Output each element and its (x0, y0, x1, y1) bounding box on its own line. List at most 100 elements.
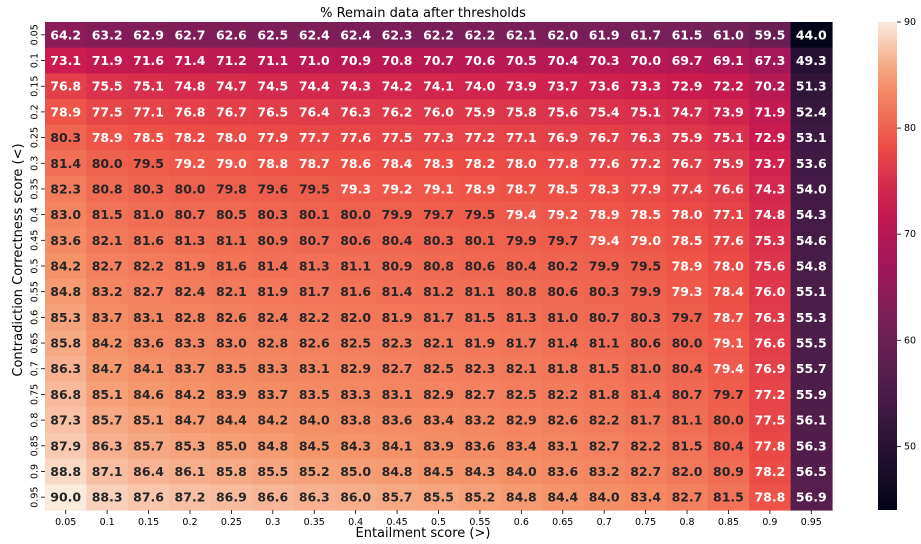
cell-value-label: 82.7 (589, 438, 620, 453)
heatmap-cell (252, 47, 295, 74)
heatmap-cell (707, 99, 750, 126)
heatmap-cell (459, 381, 502, 408)
cell-value-label: 51.3 (796, 79, 827, 94)
cell-value-label: 84.2 (175, 387, 206, 402)
cell-value-label: 82.6 (547, 413, 578, 428)
heatmap-cell (45, 22, 88, 49)
x-tick-label: 0.35 (304, 517, 325, 528)
heatmap-cell (666, 99, 709, 126)
heatmap-cell (624, 278, 667, 306)
cell-value-label: 61.7 (630, 27, 661, 42)
heatmap-cell (169, 458, 212, 485)
heatmap-cell (459, 176, 502, 203)
cell-value-label: 85.5 (423, 490, 454, 505)
cell-value-label: 81.3 (506, 310, 537, 325)
cell-value-label: 81.3 (175, 233, 206, 248)
heatmap-cell (210, 458, 253, 485)
heatmap-cell (45, 407, 88, 434)
heatmap-cell (624, 124, 667, 152)
cell-value-label: 79.4 (713, 361, 744, 376)
heatmap-cell (542, 124, 585, 152)
cell-value-label: 82.7 (672, 490, 703, 505)
heatmap-cell (169, 73, 212, 100)
cell-value-label: 77.2 (630, 156, 661, 171)
heatmap-cell (45, 227, 88, 254)
heatmap-cell (334, 304, 377, 331)
heatmap-cell (334, 150, 377, 177)
cell-value-label: 83.7 (92, 310, 123, 325)
heatmap-cell (790, 124, 833, 152)
heatmap-cell (293, 150, 336, 177)
cell-value-label: 85.3 (175, 438, 206, 453)
x-tick-label: 0.15 (138, 517, 159, 528)
cell-value-label: 84.1 (133, 361, 164, 376)
heatmap-cell (624, 432, 667, 460)
heatmap-cell (293, 484, 336, 511)
heatmap-cell (666, 150, 709, 177)
cell-value-label: 80.4 (672, 361, 703, 376)
heatmap-cell (86, 304, 129, 331)
cell-value-label: 85.8 (216, 464, 247, 479)
heatmap-cell (790, 330, 833, 357)
heatmap-cell (376, 201, 419, 229)
heatmap-cell (707, 407, 750, 434)
y-tick-label: 0.95 (29, 487, 40, 508)
cell-value-label: 79.2 (175, 156, 206, 171)
heatmap-cell (542, 47, 585, 74)
cell-value-label: 62.5 (257, 27, 288, 42)
heatmap-cell (210, 407, 253, 434)
heatmap-cell (542, 432, 585, 460)
heatmap-cell (293, 176, 336, 203)
cell-value-label: 77.5 (382, 130, 413, 145)
heatmap-cell (500, 330, 543, 357)
y-tick-label: 0.4 (30, 207, 41, 222)
heatmap-cell (790, 150, 833, 177)
heatmap-cell (790, 47, 833, 74)
heatmap-cell (583, 381, 626, 408)
cell-value-label: 80.0 (340, 207, 371, 222)
cell-value-label: 77.6 (340, 130, 371, 145)
heatmap-cell (86, 407, 129, 434)
heatmap-cell (666, 484, 709, 511)
cell-value-label: 85.7 (92, 413, 123, 428)
heatmap-cell (86, 73, 129, 100)
heatmap-cell (459, 22, 502, 49)
heatmap-cell (624, 304, 667, 331)
heatmap-cell (210, 73, 253, 100)
cell-value-label: 81.8 (589, 387, 620, 402)
cell-value-label: 70.8 (382, 53, 413, 68)
heatmap-cell (583, 176, 626, 203)
heatmap-cell (169, 355, 212, 383)
x-axis-ticks: 0.05 0.1 0.15 0.2 0.25 0.3 0.35 0.4 0.45 0.5 0.55 0… (55, 510, 822, 528)
heatmap-cell (252, 201, 295, 229)
heatmap-cell (127, 47, 170, 74)
cell-value-label: 82.9 (423, 387, 454, 402)
heatmap-cell (293, 201, 336, 229)
cell-value-label: 73.9 (713, 104, 744, 119)
heatmap-cell (86, 176, 129, 203)
heatmap-cell (417, 227, 460, 254)
heatmap-cell (417, 124, 460, 152)
cell-value-label: 74.0 (464, 79, 495, 94)
heatmap-cell (624, 176, 667, 203)
heatmap-cell (334, 22, 377, 49)
colorbar-tick-label: 70 (904, 229, 916, 240)
heatmap-cell (45, 73, 88, 100)
heatmap-cell (707, 381, 750, 408)
heatmap-cell (707, 432, 750, 460)
cell-value-label: 81.7 (630, 413, 661, 428)
cell-value-label: 83.3 (175, 336, 206, 351)
cell-value-label: 80.1 (299, 207, 330, 222)
heatmap-cell (666, 253, 709, 280)
cell-value-label: 77.2 (464, 130, 495, 145)
heatmap-cell (210, 484, 253, 511)
heatmap-cell (86, 150, 129, 177)
heatmap-cell (583, 22, 626, 49)
heatmap-cell (624, 47, 667, 74)
heatmap-cell (293, 355, 336, 383)
heatmap-cell (293, 124, 336, 152)
cell-value-label: 83.4 (506, 438, 537, 453)
cell-value-label: 83.6 (133, 336, 164, 351)
cell-value-label: 84.8 (506, 490, 537, 505)
heatmap-cell (542, 227, 585, 254)
